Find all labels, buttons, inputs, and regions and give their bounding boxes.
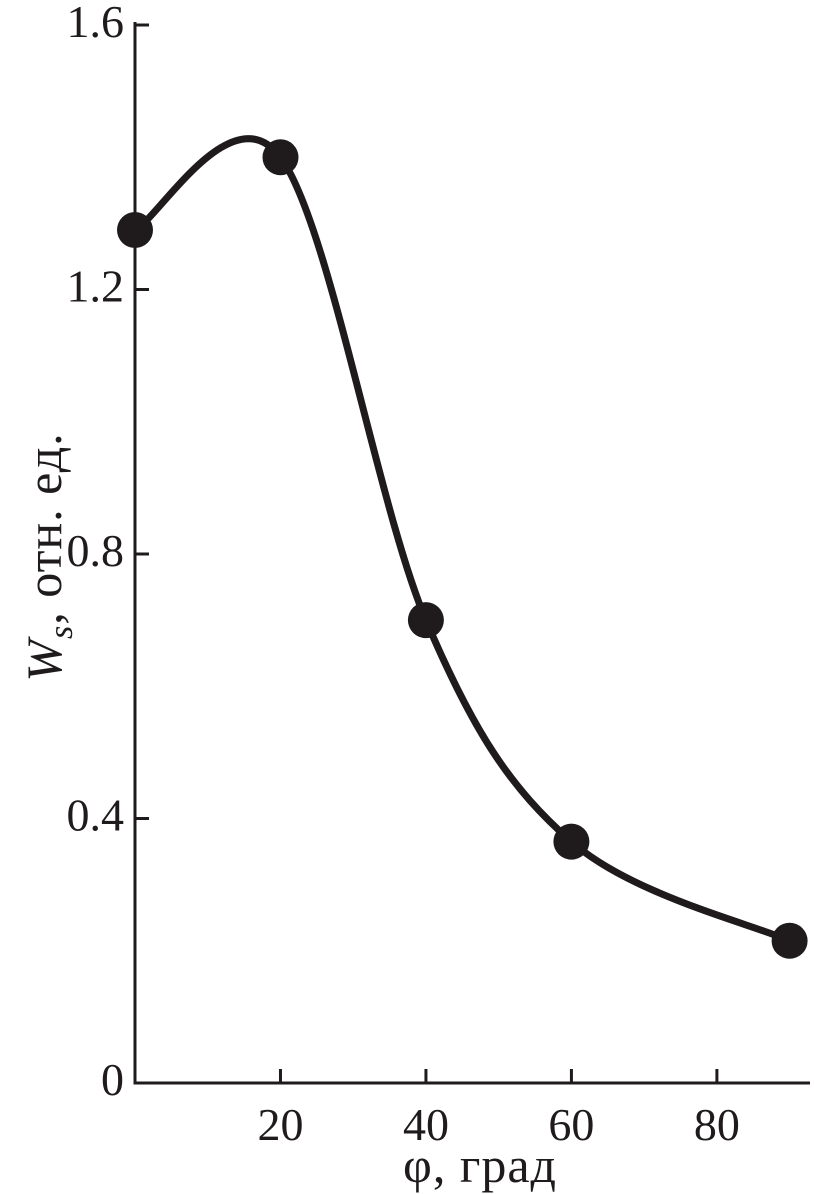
data-curve: [131, 135, 794, 945]
y-axis-units: , отн. ед.: [16, 432, 72, 625]
data-point: [771, 922, 808, 959]
x-tick-label: 40: [403, 1099, 449, 1150]
y-tick-label: 0.4: [67, 790, 125, 841]
data-point: [117, 212, 153, 248]
y-tick-label: 0.8: [67, 525, 125, 576]
y-tick-label: 0: [101, 1054, 124, 1105]
x-tick-label: 60: [548, 1099, 594, 1150]
y-axis-label: Ws, отн. ед.: [15, 432, 80, 682]
data-point: [553, 823, 590, 860]
data-point: [262, 139, 299, 176]
axes: [133, 22, 810, 1085]
y-tick-label: 1.6: [67, 0, 125, 47]
data-point: [407, 602, 444, 639]
x-tick-label: 80: [694, 1099, 740, 1150]
x-tick-label: 20: [257, 1099, 303, 1150]
y-tick-label: 1.2: [67, 261, 125, 312]
x-axis-label: φ, град: [403, 1137, 557, 1193]
y-axis-subscript: s: [43, 624, 80, 639]
y-axis-symbol: W: [16, 639, 72, 682]
